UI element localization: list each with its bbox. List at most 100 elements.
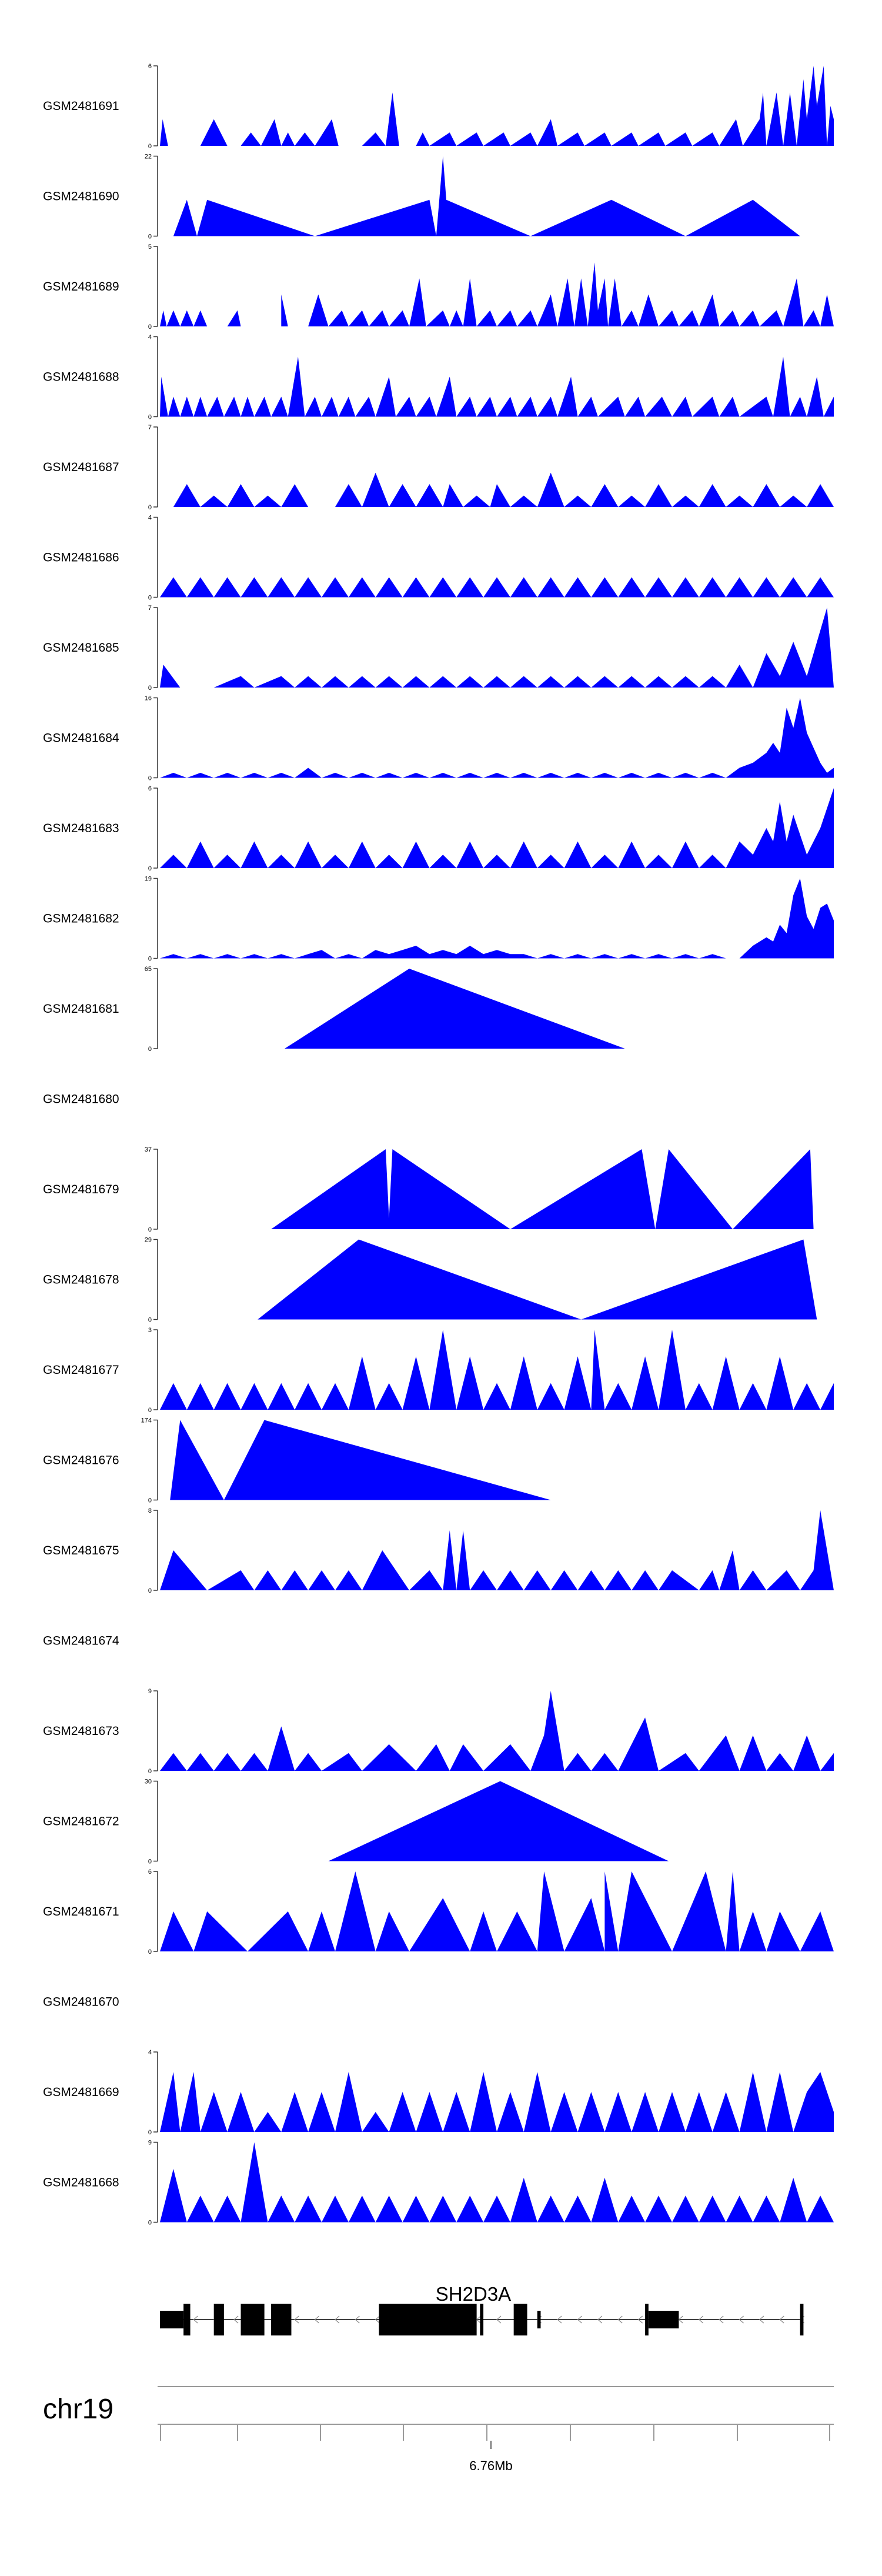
y-axis-max-label: 6 <box>148 1868 152 1876</box>
track-GSM2481680: GSM2481680 <box>43 1093 119 1106</box>
y-axis-max-label: 29 <box>145 1237 152 1244</box>
y-axis-max-label: 37 <box>145 1146 152 1153</box>
y-axis-zero-label: 0 <box>148 1407 152 1414</box>
track-label: GSM2481684 <box>43 732 119 745</box>
y-axis-max-label: 16 <box>145 695 152 702</box>
track-label: GSM2481677 <box>43 1363 119 1377</box>
strand-arrow <box>314 2315 319 2324</box>
y-axis-max-label: 22 <box>145 154 152 161</box>
coverage-area <box>160 356 834 417</box>
track-label: GSM2481672 <box>43 1815 119 1828</box>
track-GSM2481684: GSM2481684 16 0 <box>43 695 834 782</box>
track-GSM2481689: GSM2481689 5 0 <box>43 243 834 331</box>
track-GSM2481674: GSM2481674 <box>43 1634 119 1648</box>
y-axis-zero-label: 0 <box>148 1768 152 1775</box>
strand-arrow <box>294 2315 299 2324</box>
track-label: GSM2481682 <box>43 912 119 926</box>
y-axis-zero-label: 0 <box>148 1317 152 1324</box>
gene-exon <box>800 2304 804 2335</box>
coverage-area <box>285 969 625 1049</box>
track-label: GSM2481676 <box>43 1454 119 1467</box>
gene-exon <box>160 2311 184 2328</box>
strand-arrow <box>719 2315 724 2324</box>
coverage-area <box>328 1781 669 1861</box>
track-GSM2481681: GSM2481681 65 0 <box>43 966 625 1053</box>
coverage-area <box>258 1239 817 1320</box>
coverage-area <box>160 608 834 688</box>
y-axis-zero-label: 0 <box>148 2220 152 2227</box>
y-axis-zero-label: 0 <box>148 865 152 872</box>
coverage-area <box>160 698 834 778</box>
coverage-area <box>160 1691 834 1771</box>
y-axis-max-label: 4 <box>148 2049 152 2056</box>
strand-arrow <box>233 2315 239 2324</box>
y-axis-zero-label: 0 <box>148 775 152 782</box>
strand-arrow <box>496 2315 502 2324</box>
coverage-area <box>160 1330 834 1410</box>
track-GSM2481686: GSM2481686 4 0 <box>43 515 834 602</box>
strand-arrow <box>617 2315 623 2324</box>
y-axis-max-label: 4 <box>148 515 152 522</box>
y-axis-max-label: 65 <box>145 966 152 973</box>
track-label: GSM2481675 <box>43 1544 119 1557</box>
track-label: GSM2481689 <box>43 280 119 293</box>
track-label: GSM2481669 <box>43 2086 119 2099</box>
y-axis-max-label: 9 <box>148 1688 152 1695</box>
strand-arrow <box>698 2315 704 2324</box>
y-axis-max-label: 7 <box>148 605 152 612</box>
axis-position-label: 6.76Mb <box>469 2458 512 2473</box>
coverage-area <box>160 262 834 326</box>
y-axis-max-label: 30 <box>145 1778 152 1786</box>
coverage-area <box>160 2072 834 2132</box>
coverage-area <box>160 577 834 598</box>
gene-exon <box>240 2304 265 2335</box>
strand-arrow <box>355 2315 360 2324</box>
y-axis-zero-label: 0 <box>148 143 152 150</box>
y-axis-zero-label: 0 <box>148 1587 152 1594</box>
genome-axis: chr19 6.76Mb <box>43 2386 834 2473</box>
track-GSM2481675: GSM2481675 8 0 <box>43 1507 834 1594</box>
track-label: GSM2481691 <box>43 99 119 113</box>
y-axis-max-label: 3 <box>148 1327 152 1334</box>
y-axis-zero-label: 0 <box>148 956 152 963</box>
track-GSM2481679: GSM2481679 37 0 <box>43 1146 834 1233</box>
y-axis-max-label: 8 <box>148 1507 152 1514</box>
track-label: GSM2481687 <box>43 461 119 474</box>
track-GSM2481670: GSM2481670 <box>43 1996 119 2009</box>
gene-exon <box>648 2311 679 2328</box>
coverage-area <box>160 1871 834 1951</box>
track-GSM2481678: GSM2481678 29 0 <box>43 1237 817 1324</box>
y-axis-zero-label: 0 <box>148 595 152 602</box>
track-label: GSM2481680 <box>43 1093 119 1106</box>
track-GSM2481683: GSM2481683 6 0 <box>43 785 834 872</box>
strand-arrow <box>577 2315 582 2324</box>
gene-exon <box>271 2304 292 2335</box>
coverage-area <box>271 1149 834 1229</box>
gene-exon <box>379 2304 477 2335</box>
strand-arrow <box>759 2315 764 2324</box>
strand-arrow <box>637 2315 643 2324</box>
y-axis-max-label: 6 <box>148 785 152 792</box>
strand-arrow <box>739 2315 744 2324</box>
gene-exon <box>183 2304 191 2335</box>
track-GSM2481677: GSM2481677 3 0 <box>43 1327 834 1414</box>
y-axis-zero-label: 0 <box>148 323 152 331</box>
gene-exon <box>645 2304 649 2335</box>
track-label: GSM2481679 <box>43 1183 119 1196</box>
strand-arrow <box>779 2315 784 2324</box>
gene-exon <box>537 2311 541 2328</box>
y-axis-zero-label: 0 <box>148 2129 152 2136</box>
track-label: GSM2481673 <box>43 1724 119 1738</box>
track-GSM2481687: GSM2481687 7 0 <box>43 424 834 511</box>
strand-arrow <box>557 2315 562 2324</box>
coverage-tracks: GSM248169160GSM2481690220GSM248168950GSM… <box>43 63 834 2227</box>
coverage-area <box>170 1420 551 1500</box>
strand-arrow <box>375 2315 380 2324</box>
gene-exon <box>213 2304 224 2335</box>
track-label: GSM2481681 <box>43 1002 119 1016</box>
track-label: GSM2481670 <box>43 1996 119 2009</box>
track-label: GSM2481671 <box>43 1905 119 1918</box>
coverage-area <box>160 2142 834 2223</box>
track-GSM2481676: GSM2481676 174 0 <box>43 1417 551 1504</box>
strand-arrow <box>193 2315 198 2324</box>
